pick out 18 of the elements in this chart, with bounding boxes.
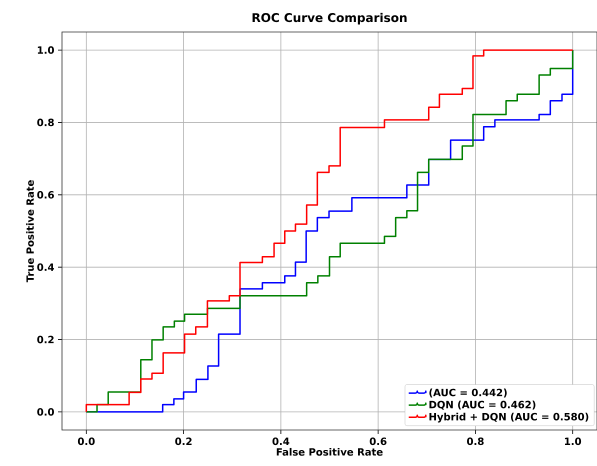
x-tick-label: 0.8 [467,438,484,446]
y-tick-label: 0.6 [37,191,54,199]
x-tick-label: 1.0 [564,438,582,446]
y-tick-label: 0.8 [37,118,54,126]
x-tick-label: 0.6 [370,438,386,446]
y-tick-label: 0.4 [37,263,54,271]
y-tick-label: 1.0 [38,46,54,54]
legend-label: DQN (AUC = 0.462) [429,400,536,410]
chart-title: ROC Curve Comparison [252,12,407,24]
x-axis-title: False Positive Rate [276,448,383,456]
x-tick-label: 0.0 [78,438,95,446]
x-tick-label: 0.4 [272,438,290,446]
x-tick-label: 0.2 [175,438,192,446]
y-axis-title: True Positive Rate [26,180,34,282]
legend-label: Hybrid + DQN (AUC = 0.580) [429,412,588,422]
legend-label: (AUC = 0.442) [429,388,507,398]
y-tick-label: 0.0 [37,408,54,416]
y-tick-label: 0.2 [37,336,54,344]
